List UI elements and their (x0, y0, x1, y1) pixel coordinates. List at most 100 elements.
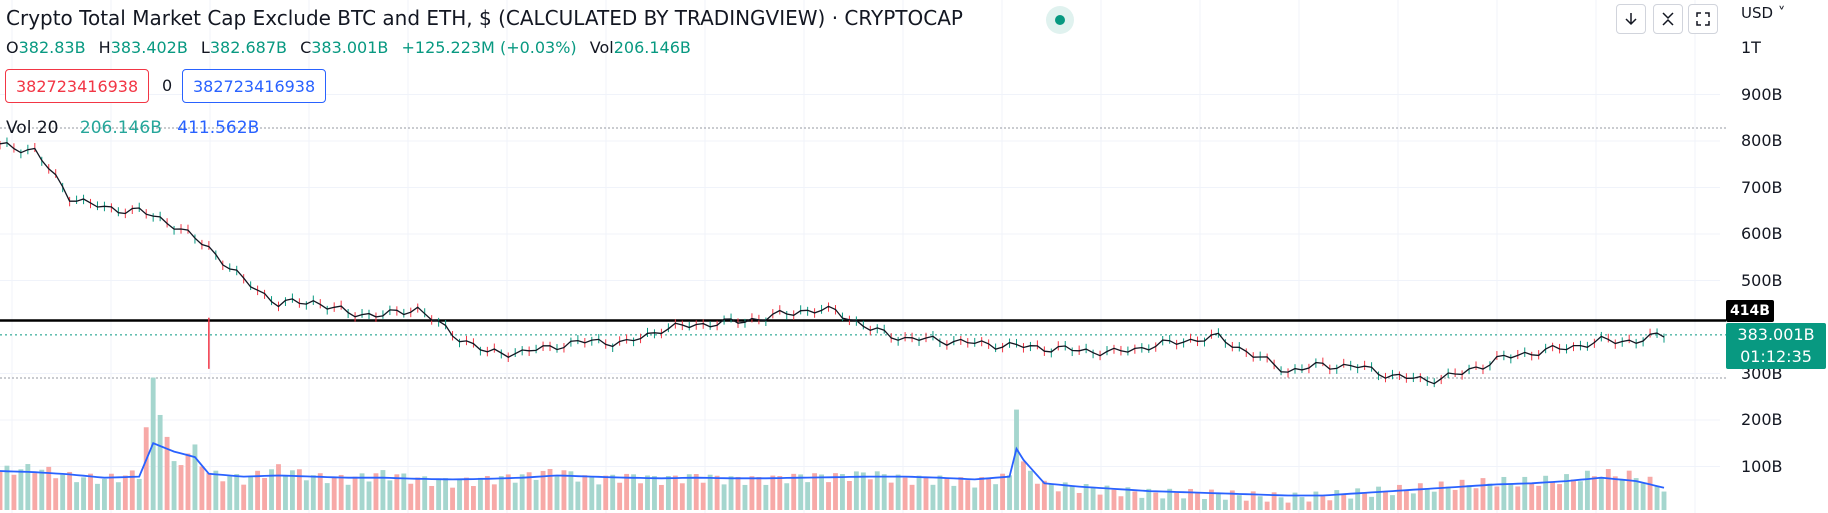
volume-bar (443, 478, 449, 510)
volume-bar (972, 487, 978, 510)
volume-bar (464, 477, 469, 510)
volume-bar (1633, 478, 1639, 510)
volume-bar (763, 484, 769, 510)
volume-bar (1355, 488, 1361, 510)
volume-bar (1578, 481, 1583, 510)
volume-bar (129, 470, 135, 510)
indicator-value-red[interactable]: 382723416938 (5, 69, 150, 103)
volume-bar (324, 483, 330, 510)
volume-bar (1090, 487, 1096, 510)
volume-bar (88, 473, 93, 510)
volume-bar (136, 478, 142, 510)
volume-bar (1021, 461, 1026, 510)
volume-bar (881, 474, 887, 510)
volume-bar (1181, 498, 1187, 510)
volume-bar (262, 478, 267, 510)
currency-selector[interactable]: USD ˅ (1741, 4, 1786, 22)
volume-bar (1285, 502, 1291, 510)
volume-bar (1501, 476, 1507, 510)
volume-bar (721, 484, 727, 510)
low-value: 382.687B (209, 38, 287, 57)
volume-bar (1069, 486, 1075, 510)
volume-bar (1048, 484, 1054, 510)
volume-bar (102, 478, 107, 510)
volume-bar (805, 482, 811, 510)
volume-bar (498, 476, 504, 510)
volume-bar (812, 473, 818, 510)
volume-bar (1369, 496, 1375, 510)
volume-bar (1390, 495, 1395, 510)
volume-bar (185, 453, 191, 510)
volume-bar (436, 479, 442, 510)
volume-legend: Vol 20 206.146B 411.562B (6, 118, 259, 138)
indicator-separator: 0 (162, 76, 173, 95)
volume-bar (373, 473, 379, 510)
volume-bar (645, 475, 650, 510)
volume-bar (1271, 492, 1277, 510)
price-axis-label: 600B (1741, 224, 1783, 243)
volume-bar (735, 476, 741, 510)
scroll-down-button[interactable] (1616, 4, 1646, 34)
price-candles (0, 137, 1665, 388)
volume-bar (923, 477, 929, 510)
volume-bar (1188, 488, 1193, 510)
volume-bar (512, 482, 518, 510)
fullscreen-button[interactable] (1688, 4, 1718, 34)
volume-bar (547, 468, 553, 510)
volume-bar (60, 474, 66, 510)
volume-bar (422, 476, 428, 510)
volume-bar (749, 476, 755, 510)
volume-bar (554, 476, 560, 510)
volume-bar (1007, 475, 1012, 510)
volume-bar (276, 464, 281, 510)
indicator-value-blue[interactable]: 382723416938 (182, 69, 327, 103)
volume-bar (1174, 492, 1180, 510)
volume-bar (143, 427, 149, 510)
volume-bar (798, 474, 804, 510)
volume-bar (1104, 485, 1110, 510)
volume-bar (1292, 492, 1298, 510)
volume-bar (1209, 489, 1214, 510)
volume-bar (338, 474, 344, 510)
volume-bar (777, 476, 783, 510)
volume-legend-ma: 411.562B (177, 118, 260, 138)
volume-bar (11, 474, 17, 510)
volume-bar (930, 484, 936, 510)
volume-bar (296, 469, 302, 510)
volume-bar (1118, 496, 1124, 510)
volume-bar (1167, 488, 1173, 510)
price-axis-label: 200B (1741, 410, 1783, 429)
volume-bar (25, 464, 31, 510)
volume-bar (1083, 484, 1089, 510)
market-status-icon[interactable] (1046, 6, 1074, 34)
volume-bar (1557, 484, 1562, 510)
volume-bar (1508, 483, 1514, 510)
volume-bar (32, 473, 38, 510)
volume-bar (415, 477, 421, 510)
volume-bar (1160, 498, 1166, 510)
volume-bar (505, 474, 511, 510)
volume-bar (714, 475, 720, 510)
volume-bar (227, 476, 233, 510)
volume-bar (700, 482, 706, 510)
volume-bar (206, 472, 212, 510)
volume-bar (1522, 476, 1528, 510)
open-value: 382.83B (18, 38, 86, 57)
volume-bar (1278, 497, 1284, 510)
volume-bar (1397, 484, 1402, 510)
volume-bar (1264, 501, 1270, 510)
collapse-button[interactable] (1653, 4, 1683, 34)
volume-bar (1376, 486, 1381, 510)
volume-bar (1571, 479, 1576, 510)
volume-bar (686, 474, 692, 510)
volume-bar (1438, 481, 1444, 510)
volume-bar (1362, 493, 1368, 510)
volume-bar (220, 481, 226, 510)
volume-bar (1452, 489, 1458, 510)
volume-bar (366, 481, 372, 510)
volume-bar (958, 477, 964, 510)
volume-bar (665, 475, 671, 510)
volume-bar (471, 486, 476, 510)
volume-bar (1257, 496, 1263, 510)
